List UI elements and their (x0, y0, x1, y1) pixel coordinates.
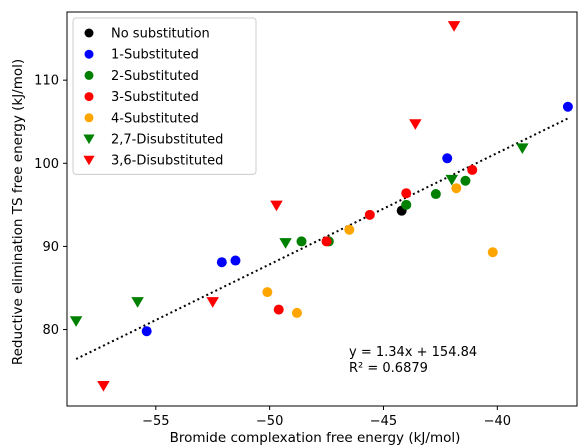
data-point-4-substituted (487, 247, 498, 258)
legend-label: 2-Substituted (111, 69, 199, 84)
x-tick-label: −55 (142, 414, 169, 429)
data-point-3-6-disubstituted (206, 297, 219, 308)
data-point-2-7-disubstituted (279, 238, 292, 249)
data-point-4-substituted (451, 183, 462, 194)
data-point-4-substituted (344, 224, 355, 235)
legend-marker (84, 28, 94, 38)
data-point-2-substituted (296, 236, 307, 247)
trendline (75, 117, 569, 360)
legend-label: 1-Substituted (111, 48, 199, 63)
legend-label: 2,7-Disubstituted (111, 133, 223, 148)
y-tick-label: 80 (42, 323, 59, 338)
data-point-4-substituted (262, 287, 273, 298)
x-tick-label: −45 (370, 414, 397, 429)
data-point-2-substituted (460, 175, 471, 186)
x-tick-label: −50 (256, 414, 283, 429)
legend: No substitution 1-Substituted 2-Substitute… (72, 17, 257, 175)
data-point-3-6-disubstituted (270, 200, 283, 212)
data-point-2-7-disubstituted (131, 297, 144, 308)
data-point-3-substituted (273, 304, 284, 315)
plot-frame (66, 11, 578, 407)
legend-marker (83, 155, 95, 166)
data-point-3-substituted (467, 164, 478, 175)
x-tick-label: −40 (484, 414, 511, 429)
trendline-layer (75, 117, 569, 360)
data-point-2-7-disubstituted (445, 174, 459, 186)
data-point-3-substituted (364, 209, 375, 220)
legend-label: No substitution (111, 27, 210, 42)
data-point-2-substituted (401, 199, 412, 210)
legend-marker (84, 49, 94, 59)
data-point-3-substituted (401, 188, 412, 199)
data-point-3-6-disubstituted (409, 119, 422, 130)
data-point-1-substituted (141, 326, 152, 337)
data-point-2-7-disubstituted (69, 316, 83, 327)
r-squared-annotation: R² = 0.6879 (349, 361, 428, 376)
legend-label: 3,6-Disubstituted (111, 154, 223, 169)
x-axis-label: Bromide complexation free energy (kJ/mol… (170, 430, 461, 446)
legend-label: 3-Substituted (111, 90, 199, 105)
y-tick-label: 100 (34, 157, 59, 172)
legend-marker (84, 113, 94, 123)
legend-marker (84, 70, 94, 80)
legend-box (72, 17, 257, 175)
data-point-1-substituted (442, 153, 453, 164)
data-point-3-substituted (321, 236, 332, 247)
data-point-3-6-disubstituted (97, 381, 110, 392)
y-axis-label: Reductive elimination TS free energy (kJ… (10, 59, 26, 365)
data-point-1-substituted (216, 257, 227, 268)
legend-marker (83, 134, 95, 145)
data-point-1-substituted (562, 101, 573, 112)
y-tick-label: 90 (42, 240, 59, 255)
regression-equation: y = 1.34x + 154.84 (349, 345, 477, 360)
data-point-2-substituted (430, 189, 441, 200)
legend-label: 4-Substituted (111, 111, 199, 126)
legend-marker (84, 92, 94, 102)
data-point-2-7-disubstituted (516, 143, 529, 154)
data-point-1-substituted (230, 255, 241, 266)
axes: −55 −50 −45 −40 80 90 100 110 (34, 11, 578, 429)
data-point-4-substituted (291, 307, 302, 318)
y-tick-label: 110 (34, 74, 59, 89)
data-point-3-6-disubstituted (447, 21, 461, 32)
data-points-layer (69, 21, 573, 392)
